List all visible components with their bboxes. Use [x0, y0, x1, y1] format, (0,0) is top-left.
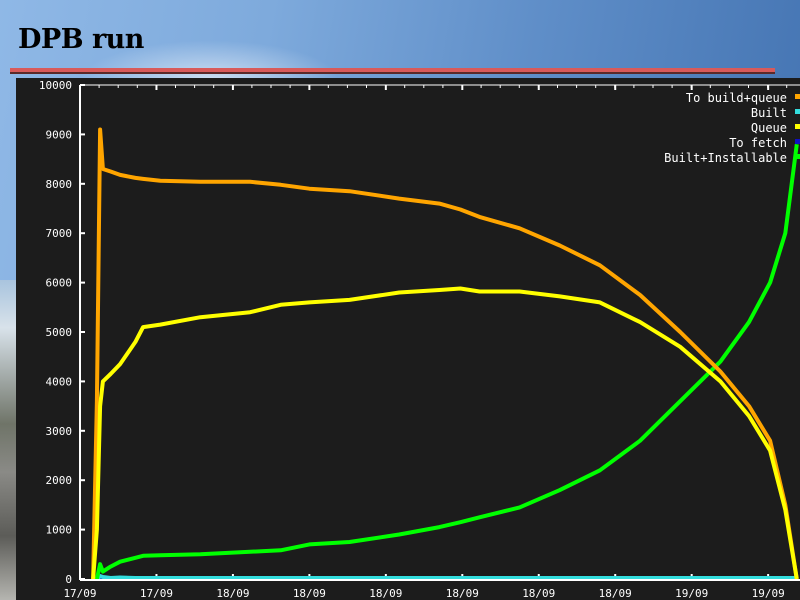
y-tick-label: 5000 [46, 326, 73, 339]
x-tick-label: 18/09 [293, 587, 326, 600]
series-line-queue [91, 286, 799, 580]
y-tick-label: 3000 [46, 425, 73, 438]
y-tick-label: 9000 [46, 128, 73, 141]
legend-swatch [795, 94, 800, 99]
x-tick-label: 18/09 [599, 587, 632, 600]
legend-label: Built [751, 106, 787, 120]
y-tick-label: 2000 [46, 474, 73, 487]
background-landscape [0, 280, 16, 600]
y-tick-label: 1000 [46, 524, 73, 537]
legend-swatch [795, 109, 800, 114]
x-tick-label: 18/09 [216, 587, 249, 600]
legend-label: Built+Installable [664, 151, 787, 165]
title-rule [10, 68, 775, 72]
y-tick-label: 0 [65, 573, 72, 586]
y-tick-label: 4000 [46, 375, 73, 388]
legend-label: Queue [751, 121, 787, 135]
x-tick-label: 19/09 [675, 587, 708, 600]
x-tick-label: 18/09 [446, 587, 479, 600]
y-tick-label: 6000 [46, 277, 73, 290]
x-tick-label: 17/09 [140, 587, 173, 600]
series-line-built [93, 574, 797, 581]
legend-swatch [795, 154, 800, 159]
legend-swatch [795, 124, 800, 129]
x-tick-label: 18/09 [522, 587, 555, 600]
legend-swatch [795, 139, 800, 144]
legend-label: To fetch [729, 136, 787, 150]
legend-label: To build+queue [686, 91, 787, 105]
x-tick-label: 19/09 [752, 587, 785, 600]
x-tick-label: 18/09 [369, 587, 402, 600]
series-line-built-installable [93, 144, 799, 581]
series-line-to-build-queue [91, 127, 799, 580]
title-rule-shadow [10, 72, 775, 74]
y-tick-label: 10000 [39, 79, 72, 92]
y-tick-label: 7000 [46, 227, 73, 240]
slide-title: DPB run [18, 24, 144, 55]
y-tick-label: 8000 [46, 178, 73, 191]
x-tick-label: 17/09 [63, 587, 96, 600]
